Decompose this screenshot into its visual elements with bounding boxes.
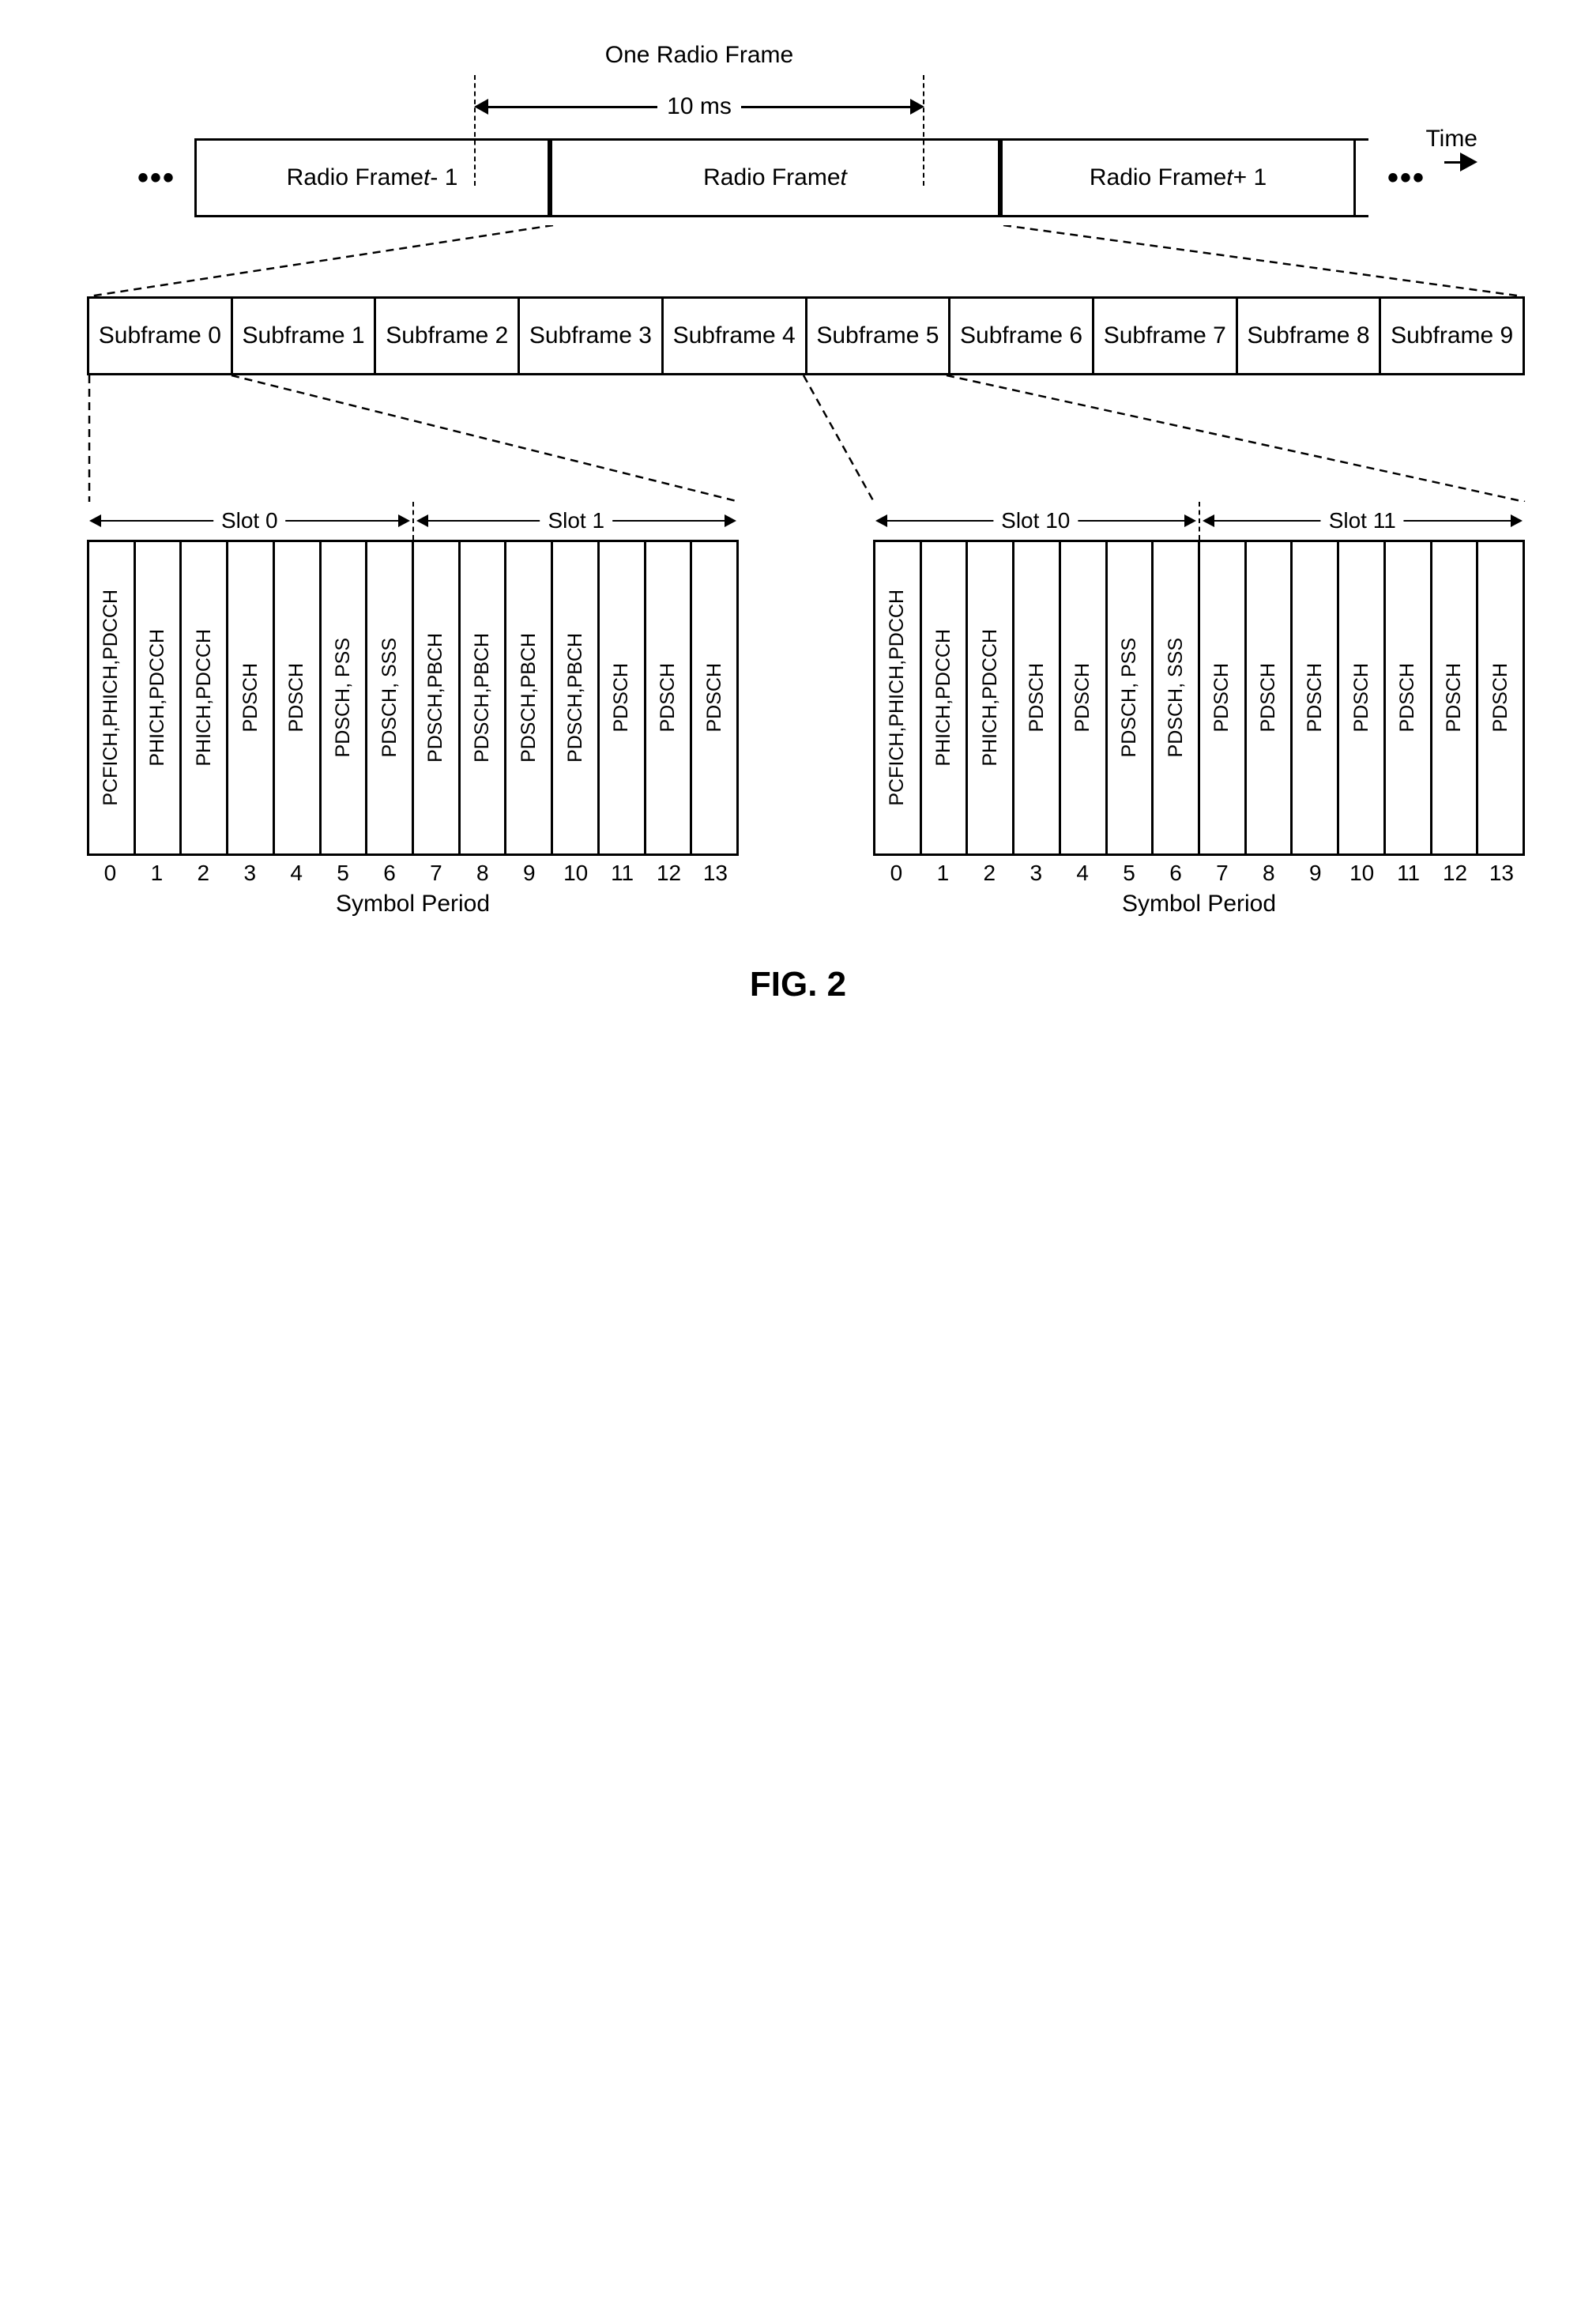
symbol-contents: PHICH,PDCCH [193,629,216,767]
symbol-contents: PDSCH [1443,663,1466,733]
subframe-cell: Subframe 3 [518,296,664,375]
axis-label: Symbol Period [873,891,1525,917]
symbol-contents: PDSCH, SSS [1165,638,1188,757]
symbol-contents: PDSCH [657,663,679,733]
symbol-contents: PDSCH, PSS [1118,638,1141,757]
subframe-cell: Subframe 4 [661,296,807,375]
duration-dimension: 10 ms [474,75,924,138]
symbol-contents: PDSCH [1489,663,1512,733]
symbol-contents: PDSCH,PBCH [424,633,447,763]
subframe-cell: Subframe 8 [1236,296,1382,375]
subframe-cell: Subframe 1 [231,296,377,375]
subframe-cell: Subframe 5 [805,296,951,375]
zoom-connector-icon [24,375,1572,502]
symbol-contents: PDSCH [285,663,308,733]
radio-frame-current: Radio Frame t [550,141,1000,215]
subframe-cell: Subframe 9 [1379,296,1525,375]
symbol-index-row: 0 1 2 3 4 5 6 7 8 9 10 11 12 13 [873,861,1525,886]
subframe-cell: Subframe 0 [87,296,233,375]
symbol-contents: PDSCH, PSS [332,638,355,757]
symbol-contents: PDSCH [1210,663,1233,733]
symbol-contents: PHICH,PDCCH [932,629,955,767]
symbol-row: PCFICH,PHICH,PDCCH PHICH,PDCCH PHICH,PDC… [87,540,739,856]
symbol-contents: PDSCH [1396,663,1419,733]
duration-value: 10 ms [657,93,741,120]
radio-frame-title: One Radio Frame [474,40,924,70]
symbol-contents: PDSCH, SSS [378,638,401,757]
symbol-contents: PHICH,PDCCH [979,629,1002,767]
symbol-contents: PDSCH,PBCH [564,633,587,763]
figure-label: FIG. 2 [24,965,1572,1004]
axis-label: Symbol Period [87,891,739,917]
symbol-contents: PCFICH,PHICH,PDCCH [100,590,122,806]
arrow-right-icon [1444,153,1477,171]
symbol-contents: PDSCH [1304,663,1327,733]
symbol-contents: PDSCH [239,663,262,733]
symbol-contents: PHICH,PDCCH [146,629,169,767]
ellipsis-icon: ••• [119,160,194,196]
symbol-contents: PDSCH [1350,663,1373,733]
subframe-cell: Subframe 6 [948,296,1094,375]
radio-frame-prev: Radio Frame t - 1 [194,141,550,215]
radio-frame-level: One Radio Frame 10 ms ••• Radio Frame t … [119,40,1477,225]
symbol-detail-row: Slot 0 Slot 1 PCFICH,PHICH,PDCCH PHICH,P… [87,502,1525,917]
radio-frame-next: Radio Frame t + 1 [1000,141,1356,215]
symbol-row: PCFICH,PHICH,PDCCH PHICH,PDCCH PHICH,PDC… [873,540,1525,856]
symbol-contents: PDSCH,PBCH [471,633,494,763]
slot-block-subframe0: Slot 0 Slot 1 PCFICH,PHICH,PDCCH PHICH,P… [87,502,739,917]
subframe-cell: Subframe 7 [1092,296,1238,375]
symbol-contents: PDSCH [703,663,726,733]
subframe-row: Subframe 0 Subframe 1 Subframe 2 Subfram… [87,296,1525,375]
slot-label: Slot 0 [213,508,286,533]
frame-structure-diagram: One Radio Frame 10 ms ••• Radio Frame t … [24,40,1572,1004]
symbol-contents: PDSCH [1071,663,1094,733]
symbol-contents: PCFICH,PHICH,PDCCH [886,590,909,806]
slot-label: Slot 10 [993,508,1078,533]
slot-label: Slot 11 [1321,508,1404,533]
ellipsis-icon: ••• [1368,160,1444,196]
symbol-contents: PDSCH,PBCH [518,633,540,763]
time-axis-label: Time [1425,126,1477,153]
slot-label: Slot 1 [540,508,612,533]
zoom-connector-icon [24,225,1572,296]
symbol-contents: PDSCH [1257,663,1280,733]
symbol-contents: PDSCH [610,663,633,733]
symbol-contents: PDSCH [1026,663,1048,733]
subframe-cell: Subframe 2 [374,296,520,375]
symbol-index-row: 0 1 2 3 4 5 6 7 8 9 10 11 12 13 [87,861,739,886]
slot-block-subframe5: Slot 10 Slot 11 PCFICH,PHICH,PDCCH PHICH… [873,502,1525,917]
